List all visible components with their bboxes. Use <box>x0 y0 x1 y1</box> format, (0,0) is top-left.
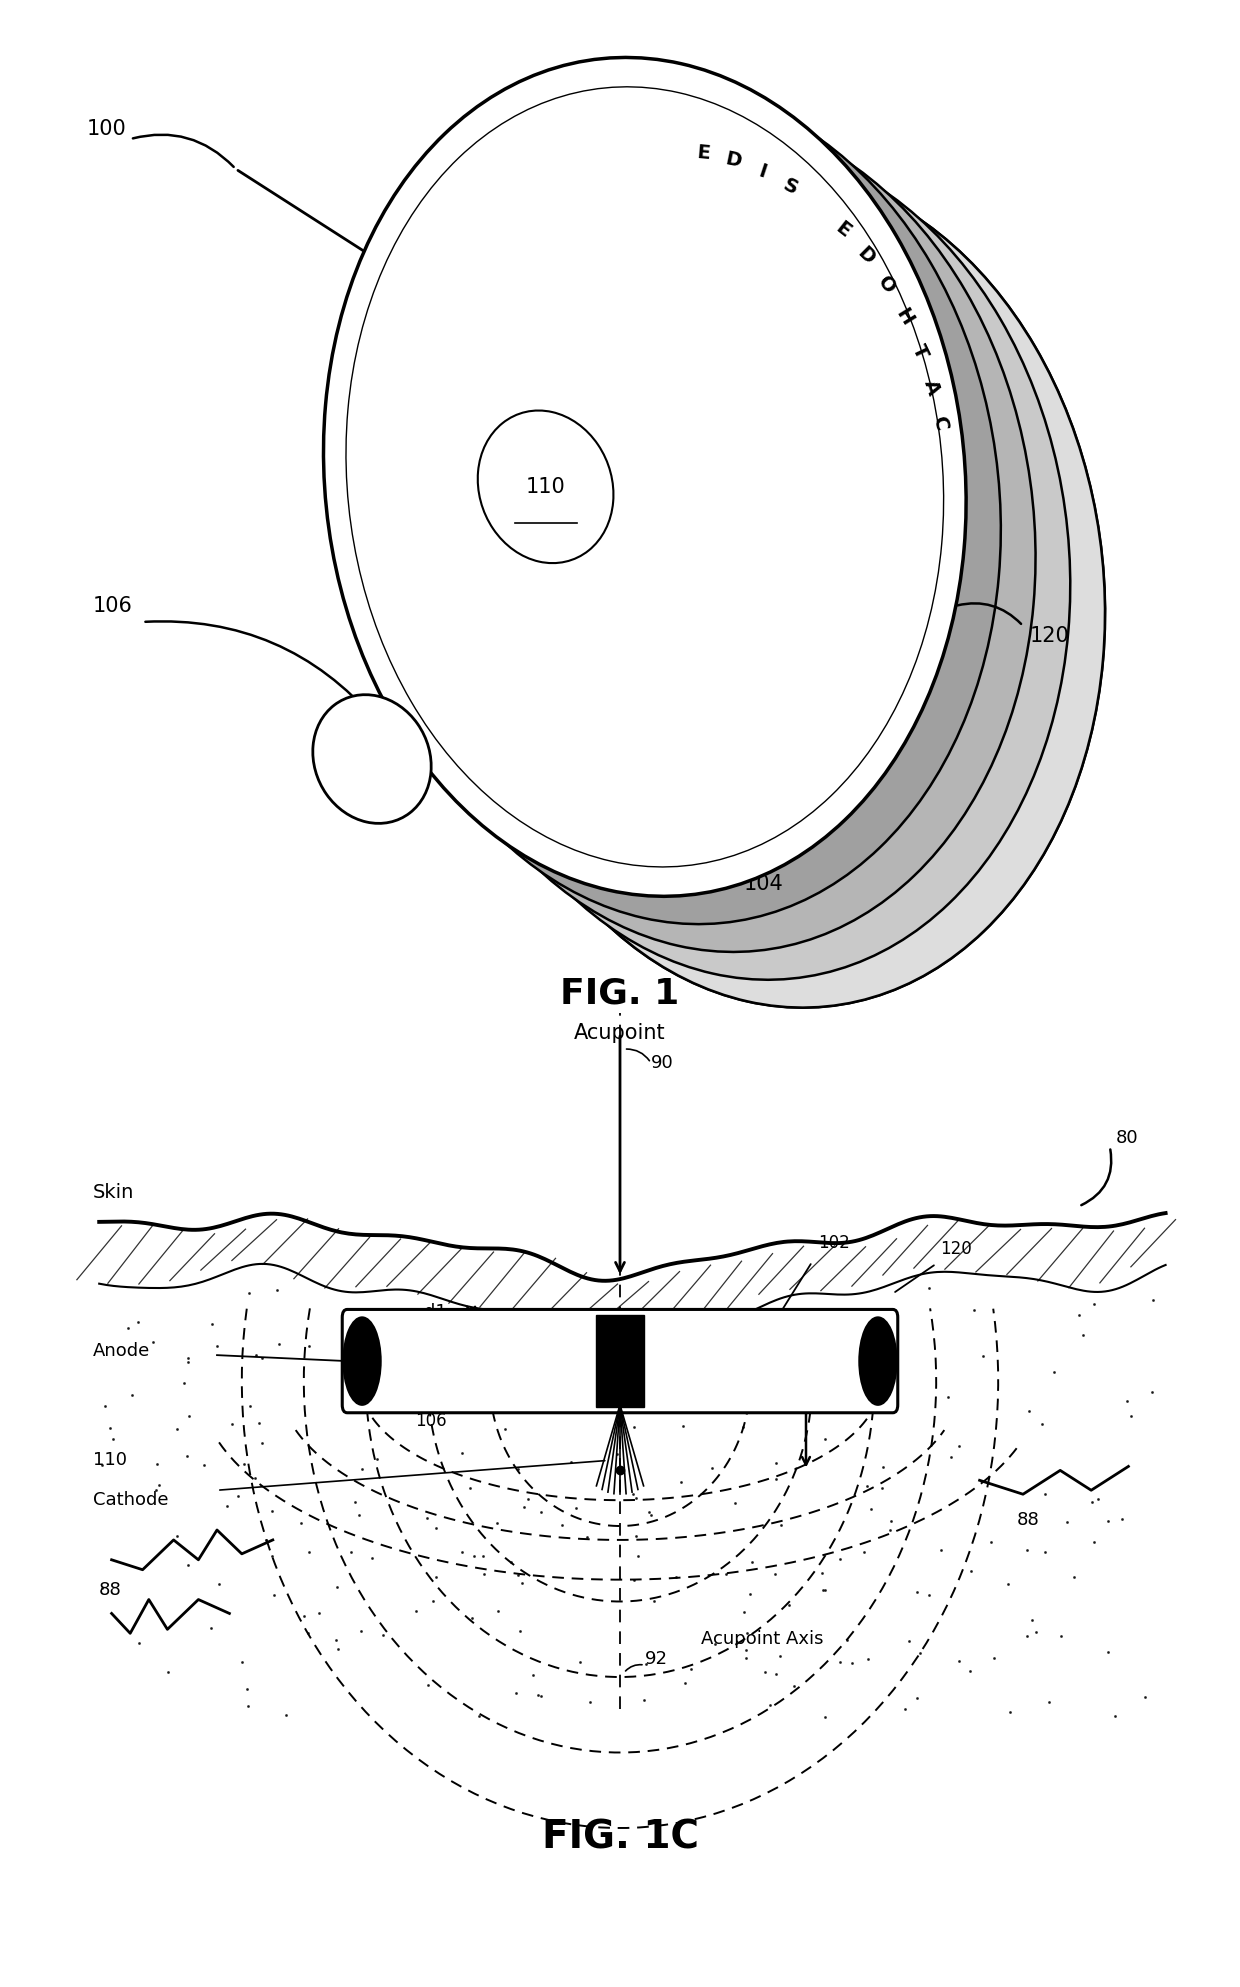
Text: E: E <box>831 219 853 240</box>
Text: 120: 120 <box>940 1240 972 1258</box>
Text: D: D <box>723 149 743 171</box>
FancyBboxPatch shape <box>596 1315 644 1407</box>
Text: T: T <box>908 342 931 362</box>
Text: C: C <box>930 415 951 433</box>
FancyBboxPatch shape <box>342 1309 898 1413</box>
Text: Acupoint: Acupoint <box>574 1023 666 1043</box>
Text: Cathode: Cathode <box>93 1490 169 1510</box>
Ellipse shape <box>477 411 614 562</box>
Text: 90: 90 <box>651 1053 673 1073</box>
Text: 110: 110 <box>93 1451 126 1470</box>
Text: 110: 110 <box>526 477 565 497</box>
Text: 106: 106 <box>93 596 133 616</box>
Text: Skin: Skin <box>93 1182 134 1202</box>
Ellipse shape <box>343 1317 381 1405</box>
Text: d2: d2 <box>825 1385 847 1403</box>
Text: Acupoint Axis: Acupoint Axis <box>701 1629 823 1649</box>
Text: FIG. 1: FIG. 1 <box>560 976 680 1011</box>
Text: S: S <box>780 175 801 199</box>
Text: A: A <box>920 378 942 397</box>
Text: 88: 88 <box>99 1580 122 1600</box>
Ellipse shape <box>428 141 1070 980</box>
Ellipse shape <box>463 169 1105 1007</box>
Text: 102: 102 <box>818 1234 851 1252</box>
Text: 100: 100 <box>87 119 126 139</box>
Text: 80: 80 <box>1116 1129 1138 1146</box>
Text: 92: 92 <box>645 1649 668 1669</box>
Text: D: D <box>853 242 878 268</box>
Text: d1: d1 <box>424 1303 446 1321</box>
Ellipse shape <box>312 695 432 823</box>
Ellipse shape <box>393 113 1035 952</box>
Text: E: E <box>696 143 711 163</box>
Ellipse shape <box>324 58 966 896</box>
Ellipse shape <box>463 169 1105 1007</box>
Text: 88: 88 <box>1017 1510 1039 1530</box>
Text: FIG. 1C: FIG. 1C <box>542 1818 698 1858</box>
Text: I: I <box>756 161 769 183</box>
Text: 106: 106 <box>415 1411 448 1431</box>
Ellipse shape <box>859 1317 897 1405</box>
Text: O: O <box>874 272 899 298</box>
Text: H: H <box>892 306 916 330</box>
Ellipse shape <box>358 85 1001 924</box>
Text: Anode: Anode <box>93 1341 150 1361</box>
Text: 120: 120 <box>1029 626 1069 646</box>
Text: 104: 104 <box>744 874 784 894</box>
